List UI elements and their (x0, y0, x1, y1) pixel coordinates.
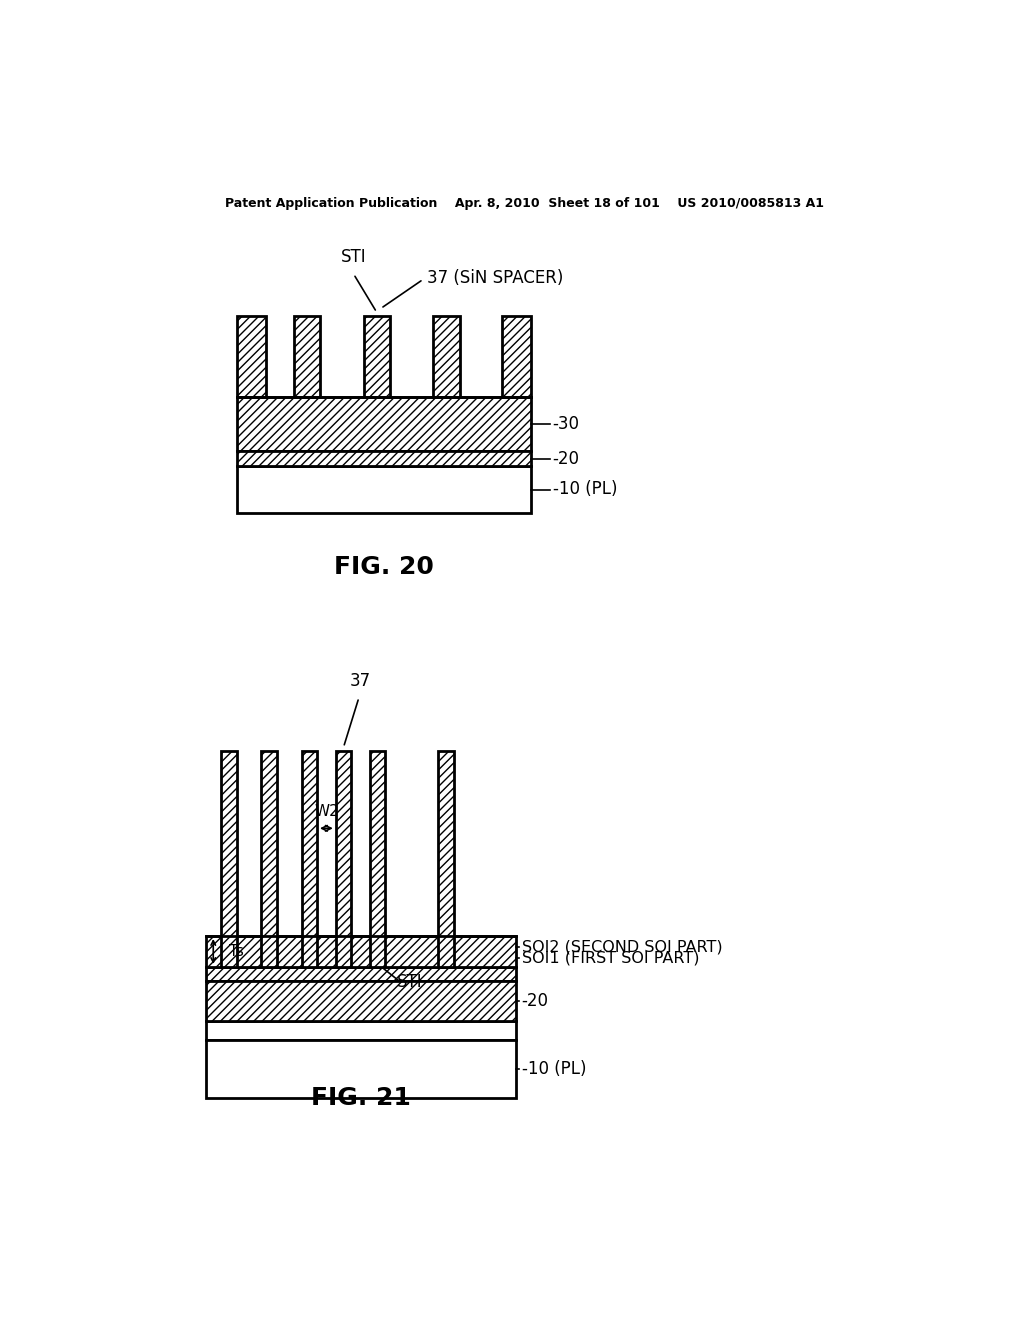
Text: SOI1 (FIRST SOI PART): SOI1 (FIRST SOI PART) (521, 950, 699, 966)
Text: -20: -20 (553, 450, 580, 467)
Bar (206, 966, 515, 981)
Bar (221, 751, 237, 966)
Bar (364, 317, 390, 397)
Text: FIG. 20: FIG. 20 (334, 554, 434, 578)
Bar (237, 466, 531, 512)
Bar (336, 751, 351, 966)
Bar (294, 317, 321, 397)
Text: -10 (PL): -10 (PL) (553, 480, 617, 499)
Bar (237, 397, 531, 451)
Bar (438, 751, 454, 966)
Bar (502, 317, 531, 397)
Text: FIG. 21: FIG. 21 (310, 1086, 411, 1110)
Text: -20: -20 (521, 991, 549, 1010)
Bar (237, 451, 531, 466)
Bar (206, 1020, 515, 1040)
Text: Ts: Ts (228, 944, 244, 960)
Text: STI: STI (341, 248, 367, 267)
Bar (206, 981, 515, 1020)
Text: 37: 37 (350, 672, 371, 689)
Bar (370, 751, 385, 966)
Text: SOI2 (SECOND SOI PART): SOI2 (SECOND SOI PART) (521, 940, 722, 954)
Bar (261, 751, 276, 966)
Text: STI: STI (397, 973, 423, 991)
Text: 37 (SiN SPACER): 37 (SiN SPACER) (427, 269, 563, 286)
Text: Patent Application Publication    Apr. 8, 2010  Sheet 18 of 101    US 2010/00858: Patent Application Publication Apr. 8, 2… (225, 197, 824, 210)
Bar (206, 936, 515, 966)
Bar (302, 751, 317, 966)
Text: W2: W2 (314, 804, 339, 818)
Bar (237, 317, 266, 397)
Bar (206, 1040, 515, 1098)
Text: -10 (PL): -10 (PL) (521, 1060, 586, 1077)
Text: -30: -30 (553, 414, 580, 433)
Bar (433, 317, 460, 397)
